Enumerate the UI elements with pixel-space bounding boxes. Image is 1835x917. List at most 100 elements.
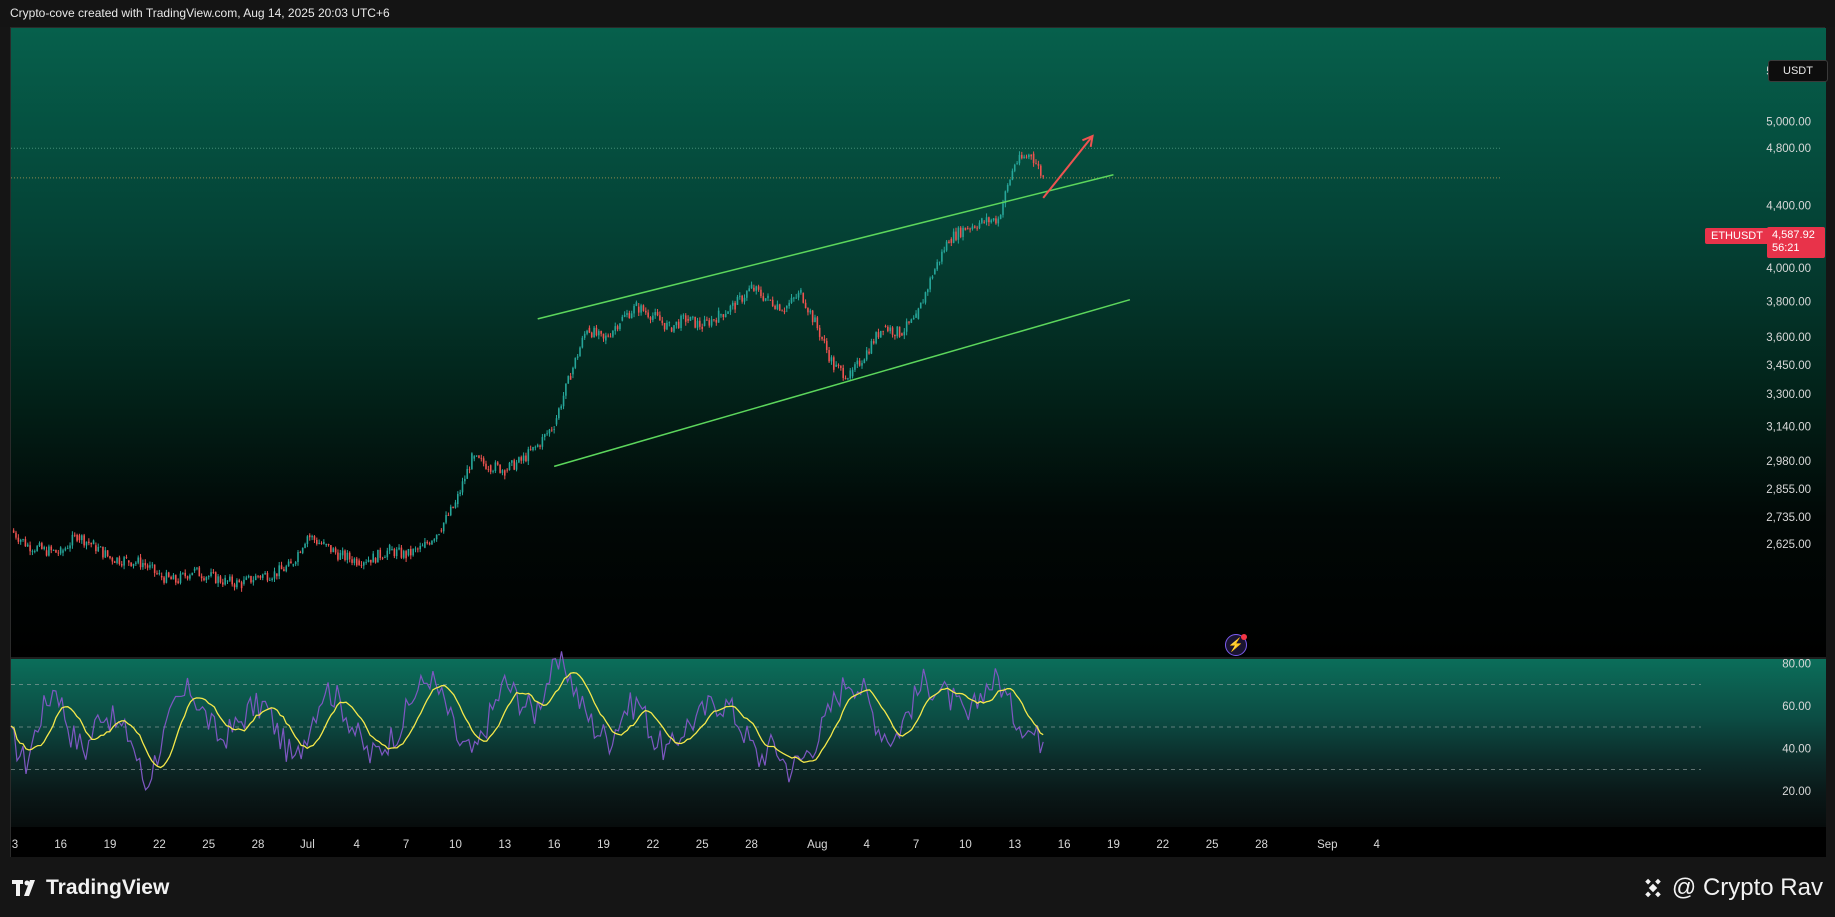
candle-body [113,561,116,563]
candle-body [252,580,255,583]
candle-body [412,549,414,556]
candle-body [645,310,647,313]
candle-body [640,305,642,313]
candle-body [419,545,421,550]
candle-body [229,576,231,581]
candle-body [670,327,673,332]
candle-body [990,220,993,223]
candle-body [755,286,758,291]
candle-body [358,560,360,565]
candle-body [668,322,671,324]
candle-body [870,341,873,354]
candle-body [595,327,598,336]
candle-body [616,326,619,330]
tradingview-logo[interactable]: TradingView [12,874,169,902]
candle-body [673,325,675,332]
price-axis-label: 2,625.00 [1766,539,1811,551]
candle-body [297,552,299,562]
candle-body [978,222,981,229]
candle-body [348,552,351,560]
price-pane[interactable] [11,28,1826,657]
candle-body [675,321,678,326]
candle-body [849,370,852,379]
candle-body [736,296,739,305]
candle-body [36,546,38,552]
time-axis-label: 19 [104,839,117,851]
candle-body [677,321,680,329]
candle-body [842,367,844,378]
candle-body [649,317,652,320]
candle-body [753,287,755,291]
candle-body [92,540,95,545]
candle-body [200,576,203,579]
candle-body [898,326,901,338]
rsi-axis-label: 20.00 [1782,786,1811,798]
candle-body [109,556,111,559]
time-axis-label: 13 [498,839,511,851]
candle-body [381,557,384,559]
candle-body [205,577,208,581]
candle-body [936,262,938,270]
candle-body [38,543,41,547]
candle-body [560,406,562,409]
candle-body [915,313,917,318]
candle-body [316,539,318,544]
pane-separator[interactable] [11,657,1826,659]
time-axis-label: Jul [300,839,315,851]
candle-body [102,546,104,558]
currency-badge[interactable]: USDT [1768,60,1828,82]
candle-body [421,545,424,547]
candle-body [478,455,480,458]
candle-body [1025,156,1028,158]
candle-body [701,326,703,329]
candle-body [271,578,273,580]
candle-body [59,547,62,554]
candle-body [905,321,908,332]
time-axis-label: 10 [449,839,462,851]
candle-body [318,542,320,544]
candle-body [489,465,492,472]
candle-body [78,535,81,541]
rsi-pane[interactable] [11,659,1826,827]
candle-body [365,562,367,563]
candle-body [783,310,786,313]
time-axis-label: 22 [153,839,166,851]
tradingview-logo-icon [12,880,35,896]
candle-body [17,537,20,542]
candle-body [786,305,788,309]
candle-body [360,564,363,566]
candle-body [440,530,443,532]
candle-body [48,546,50,556]
candle-body [189,575,191,579]
candle-body [250,575,252,583]
chart-frame[interactable]: 5,400.005,000.004,800.004,400.004,200.00… [10,27,1828,858]
bar-countdown: 56:21 [1772,242,1800,254]
candle-body [186,576,189,579]
candle-body [182,572,184,574]
candle-body [377,549,379,563]
candle-body [588,327,591,333]
last-price: 4,587.92 [1772,229,1815,241]
candle-body [1018,154,1021,164]
time-axis[interactable] [11,827,1826,858]
candle-body [511,460,513,463]
candle-body [630,313,633,319]
candle-body [790,297,793,303]
candle-body [802,292,805,303]
candle-body [919,302,922,309]
candle-body [449,506,452,516]
candle-body [410,548,412,556]
candle-body [722,314,725,318]
candle-body [605,335,607,341]
candle-body [706,319,708,321]
author-credit: @ Crypto Rav [1640,873,1823,903]
candle-body [955,231,957,240]
candle-body [454,502,457,508]
candle-body [988,217,990,223]
candle-body [795,297,797,299]
candle-body [337,552,339,560]
candle-body [541,437,544,447]
candle-body [884,326,887,327]
time-axis-label: 4 [863,839,870,851]
candle-body [273,571,276,579]
